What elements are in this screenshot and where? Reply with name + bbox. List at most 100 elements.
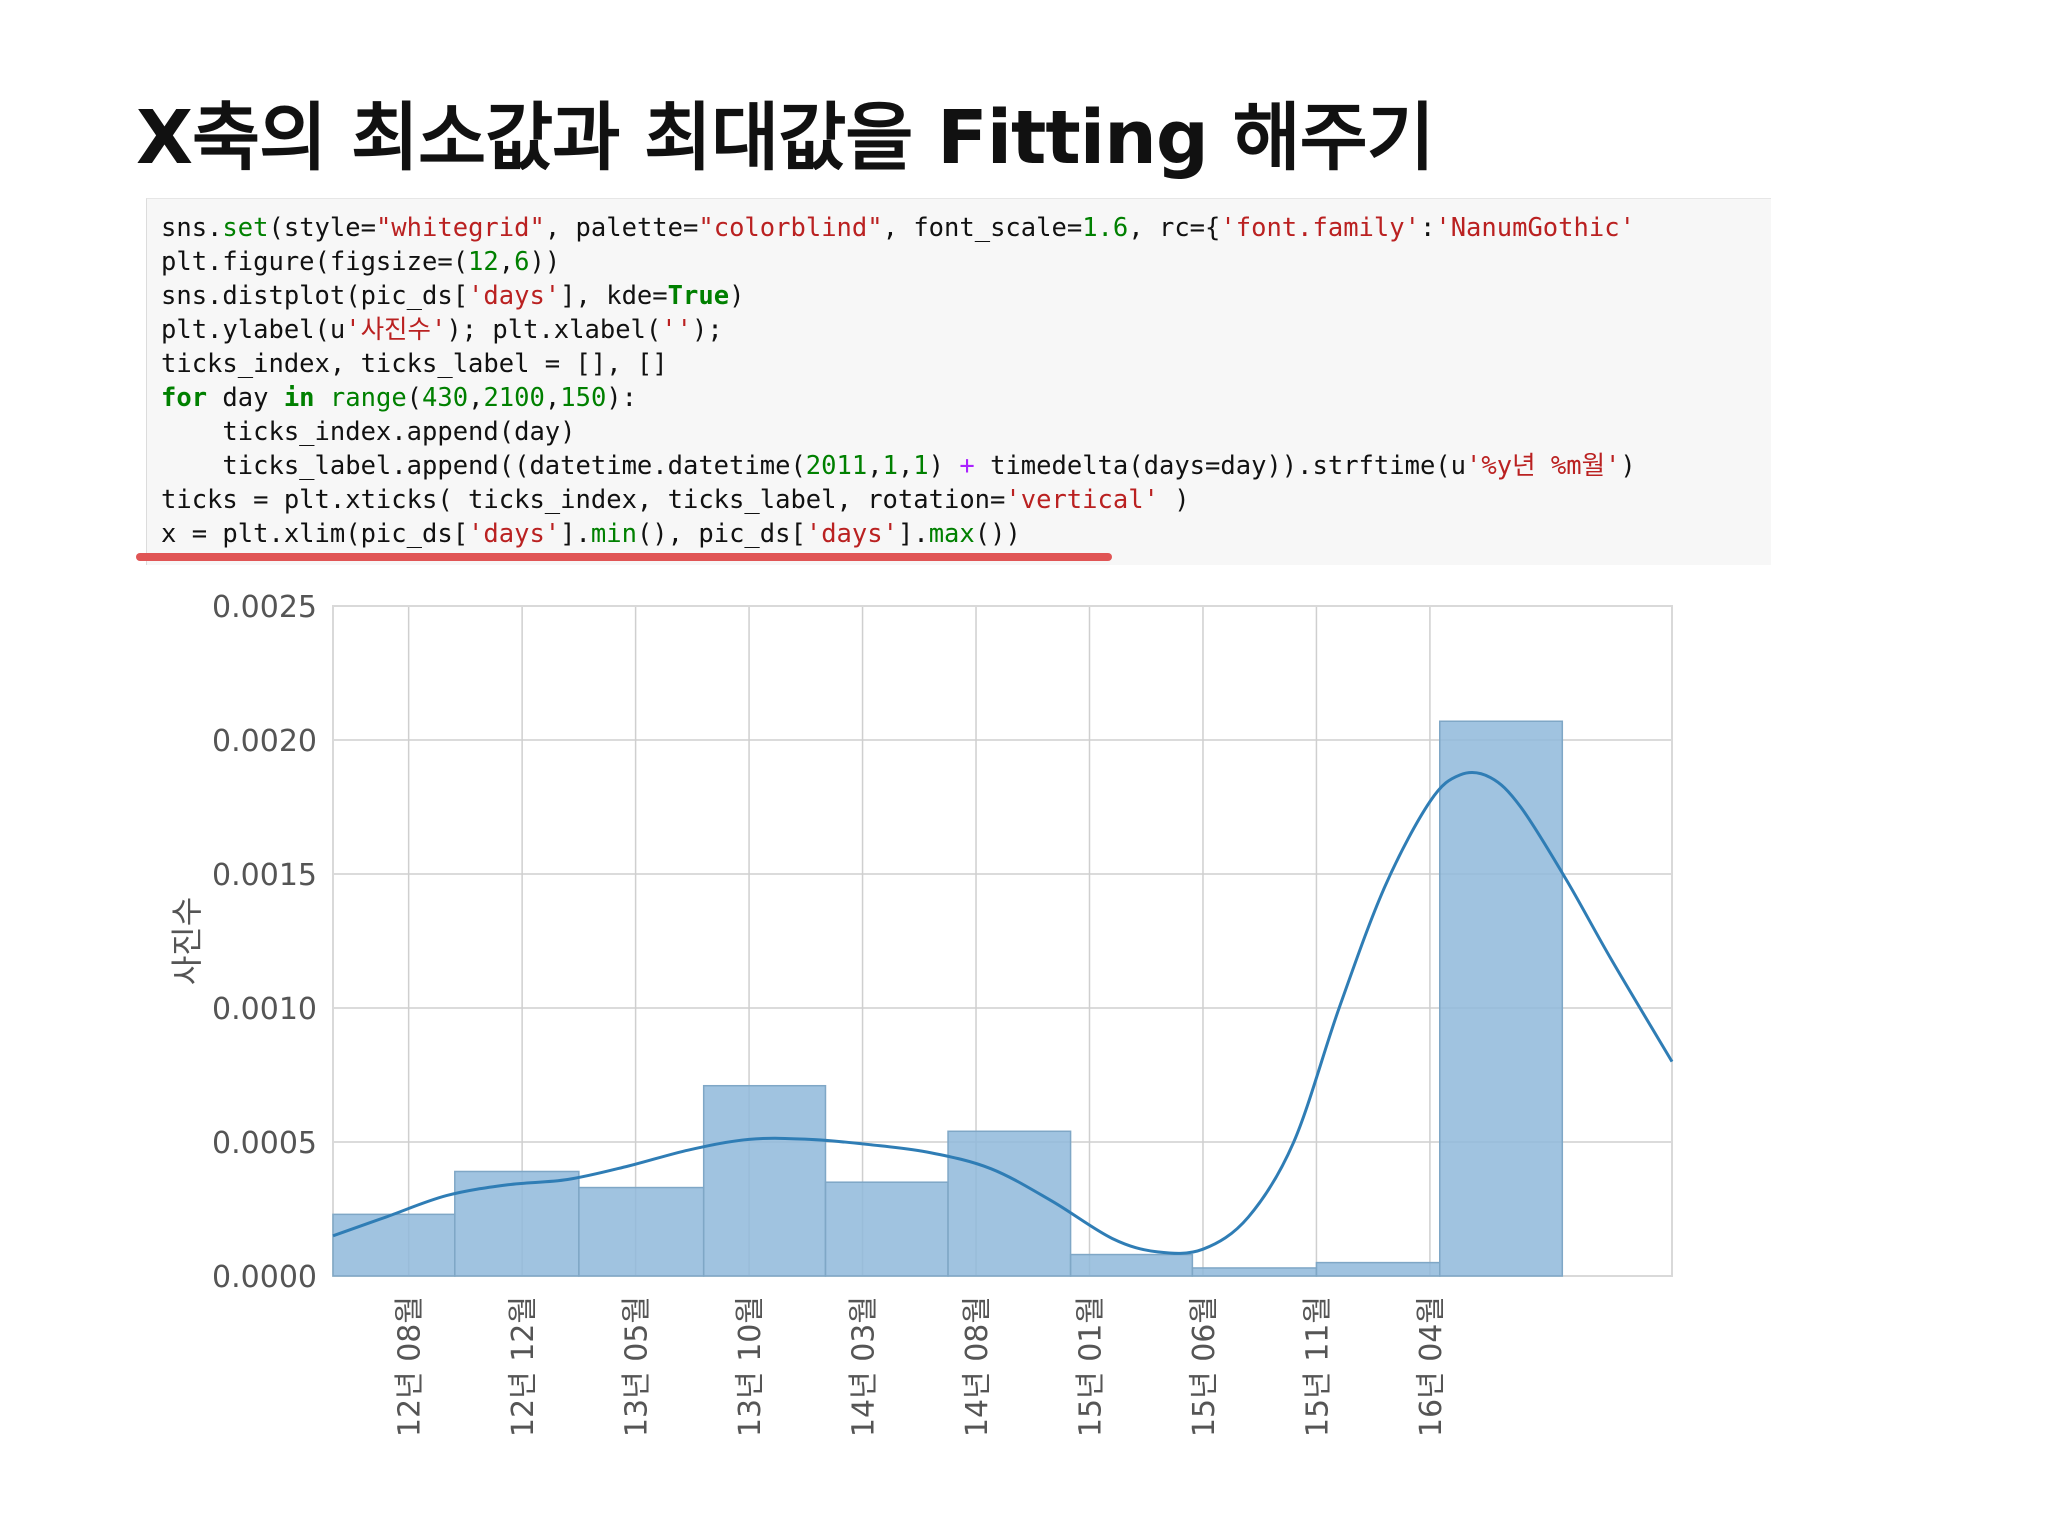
code-lines: sns.set(style="whitegrid", palette="colo… <box>161 211 1636 551</box>
code-token: ], kde= <box>560 281 668 311</box>
code-token: for <box>161 383 208 413</box>
histogram-bar <box>1069 1253 1194 1277</box>
x-tick-label: 12년 12월 <box>506 1296 541 1437</box>
code-line: ticks_label.append((datetime.datetime(20… <box>161 449 1636 483</box>
histogram-bar <box>454 1170 580 1277</box>
code-token: range <box>329 383 407 413</box>
code-token: )) <box>529 247 561 277</box>
code-token: ) <box>729 281 745 311</box>
code-token: ); <box>691 315 723 345</box>
x-tick-label: 16년 04월 <box>1414 1296 1449 1437</box>
y-tick-label: 0.0015 <box>212 858 317 893</box>
code-token: 1 <box>882 451 898 481</box>
code-token: ): <box>606 383 638 413</box>
x-tick-label: 14년 08월 <box>960 1296 995 1437</box>
code-token: 6 <box>514 247 530 277</box>
histogram-bar <box>1439 720 1564 1277</box>
x-tick-label: 15년 06월 <box>1187 1296 1222 1437</box>
code-token: 2011 <box>805 451 868 481</box>
code-token: ) <box>928 451 960 481</box>
x-tick-label: 14년 03월 <box>847 1296 882 1437</box>
code-token: + <box>959 451 975 481</box>
code-token: 'days' <box>468 519 561 549</box>
code-token: 430 <box>422 383 469 413</box>
histogram-bar <box>702 1084 827 1277</box>
x-tick-label: 15년 01월 <box>1073 1296 1108 1437</box>
code-token: 'font.family' <box>1220 213 1420 243</box>
slide-title: X축의 최소값과 최대값을 Fitting 해주기 <box>136 95 1435 181</box>
y-tick-label: 0.0020 <box>212 724 317 759</box>
y-tick-label: 0.0025 <box>212 590 317 625</box>
code-token: (style= <box>268 213 376 243</box>
code-token: 12 <box>468 247 499 277</box>
code-token: 'days' <box>468 281 561 311</box>
y-tick-label: 0.0000 <box>212 1260 317 1295</box>
code-token: ticks_index.append(day) <box>161 417 576 447</box>
code-line: sns.distplot(pic_ds['days'], kde=True) <box>161 279 1636 313</box>
code-token: '' <box>661 315 692 345</box>
code-token: 150 <box>560 383 607 413</box>
code-token: day <box>207 383 284 413</box>
code-token: sns.distplot(pic_ds[ <box>161 281 469 311</box>
code-token: ()) <box>974 519 1021 549</box>
kde-line <box>332 771 1674 1255</box>
code-token: '사진수' <box>345 315 447 345</box>
code-token: '%y년 %m월' <box>1466 451 1621 481</box>
code-token: in <box>283 383 315 413</box>
code-token: , <box>867 451 883 481</box>
code-token: ]. <box>560 519 591 549</box>
histogram-bar <box>947 1130 1072 1277</box>
code-line: sns.set(style="whitegrid", palette="colo… <box>161 211 1636 245</box>
code-token: ticks_label.append((datetime.datetime( <box>161 451 806 481</box>
code-token: x = plt.xlim(pic_ds[ <box>161 519 469 549</box>
code-token: , <box>897 451 914 481</box>
code-token: sns. <box>161 213 223 243</box>
code-token: "colorblind" <box>698 213 883 243</box>
x-tick-label: 13년 05월 <box>620 1296 655 1437</box>
code-token: min <box>590 519 637 549</box>
code-token: ticks_index, ticks_label = [], [] <box>161 349 668 379</box>
histogram-bar <box>332 1213 456 1277</box>
code-token: : <box>1419 213 1436 243</box>
code-line: plt.ylabel(u'사진수'); plt.xlabel(''); <box>161 313 1636 347</box>
y-tick-label: 0.0005 <box>212 1126 317 1161</box>
code-token <box>315 383 330 413</box>
code-token: plt.figure(figsize=( <box>161 247 469 277</box>
histogram-bar <box>824 1181 949 1277</box>
code-token: ); plt.xlabel( <box>446 315 662 345</box>
code-line: x = plt.xlim(pic_ds['days'].min(), pic_d… <box>161 517 1636 551</box>
x-tick-label: 12년 08월 <box>393 1296 428 1437</box>
distribution-chart: 0.0000 0.0005 0.0010 0.0015 0.0020 0.0025 사진수 1… <box>168 590 1674 1437</box>
code-token: max <box>928 519 975 549</box>
code-token: ) <box>1620 451 1636 481</box>
code-token: (), pic_ds[ <box>636 519 806 549</box>
x-tick-label: 13년 10월 <box>733 1296 768 1437</box>
code-token: set <box>222 213 269 243</box>
code-token: ) <box>1158 485 1190 515</box>
code-token: , <box>468 383 484 413</box>
code-token: True <box>667 281 730 311</box>
code-token: 'NanumGothic' <box>1435 213 1635 243</box>
histogram-bar <box>578 1186 705 1277</box>
code-line: ticks = plt.xticks( ticks_index, ticks_l… <box>161 483 1636 517</box>
code-line: plt.figure(figsize=(12,6)) <box>161 245 1636 279</box>
x-tick-label: 15년 11월 <box>1300 1296 1335 1437</box>
histogram-bar <box>1315 1261 1441 1277</box>
code-token: , <box>544 383 561 413</box>
code-cell[interactable]: sns.set(style="whitegrid", palette="colo… <box>146 198 1771 565</box>
code-token: , font_scale= <box>882 213 1083 243</box>
highlight-underline <box>136 553 1112 561</box>
code-token: 'vertical' <box>1005 485 1159 515</box>
code-token: ]. <box>897 519 929 549</box>
code-token: 'days' <box>805 519 898 549</box>
code-line: ticks_index, ticks_label = [], [] <box>161 347 1636 381</box>
y-axis-label: 사진수 <box>168 897 206 985</box>
code-token: 2100 <box>483 383 545 413</box>
code-token: plt.ylabel(u <box>161 315 346 345</box>
histogram-bar <box>1191 1267 1318 1277</box>
code-token: , <box>498 247 515 277</box>
code-line: ticks_index.append(day) <box>161 415 1636 449</box>
code-token: ticks = plt.xticks( ticks_index, ticks_l… <box>161 485 1006 515</box>
code-token: 1.6 <box>1082 213 1129 243</box>
code-token: , palette= <box>544 213 699 243</box>
